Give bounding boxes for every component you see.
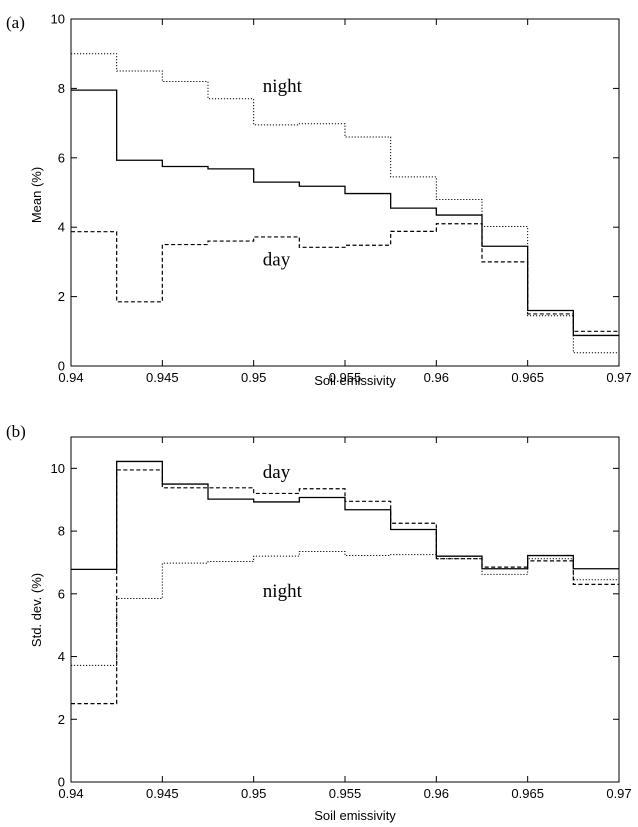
panel-a-x-tick-label: 0.96 <box>424 370 449 385</box>
panel-b-series-solid-line <box>71 460 619 570</box>
panel-b-series-dotted-line <box>71 550 619 666</box>
panel-a-annotation-night: night <box>263 76 303 97</box>
panel-a-annotation-day: day <box>263 249 291 270</box>
panel-b-x-tick-label: 0.945 <box>146 786 179 801</box>
panel-b-series-dashed-line <box>71 469 619 705</box>
panel-b-plot-frame <box>70 436 620 783</box>
panel-b-annotation-day: day <box>263 462 291 483</box>
panel-a-y-tick-label: 8 <box>58 81 65 96</box>
panel-a-x-tick-label: 0.97 <box>606 370 631 385</box>
panel-a-x-tick-label: 0.95 <box>241 370 266 385</box>
panel-b-label: (b) <box>6 422 26 441</box>
panel-a-series-dotted-line <box>71 53 619 354</box>
panel-a-y-tick-label: 4 <box>58 220 65 235</box>
panel-a-x-tick-label: 0.945 <box>146 370 179 385</box>
panel-a-xlabel: Soil emissivity <box>314 373 396 388</box>
panel-b-ylabel: Std. dev. (%) <box>29 573 44 647</box>
panel-a-plot-frame <box>70 18 620 367</box>
panel-b-x-tick-label: 0.97 <box>606 786 631 801</box>
panel-b-y-tick-label: 8 <box>58 524 65 539</box>
panel-b: (b) Std. dev. (%) Soil emissivity 0.94 0.… <box>6 422 632 823</box>
panel-a: (a) Mean (%) Soil emissivity 0.94 0.945 0.… <box>6 12 632 389</box>
panel-b-x-tick-label: 0.94 <box>58 786 83 801</box>
panel-b-x-tick-label: 0.955 <box>329 786 362 801</box>
panel-a-x-tick-label: 0.965 <box>511 370 544 385</box>
panel-a-label: (a) <box>6 13 25 32</box>
panel-b-y-tick-label: 4 <box>58 649 65 664</box>
panel-a-x-tick-label: 0.94 <box>58 370 83 385</box>
panel-b-y-tick-label: 10 <box>51 461 65 476</box>
panel-a-y-tick-label: 6 <box>58 150 65 165</box>
panel-a-y-tick-label: 10 <box>51 12 65 27</box>
panel-a-x-tick-label: 0.955 <box>329 370 362 385</box>
panel-a-y-tick-label: 0 <box>58 359 65 374</box>
panel-a-ylabel: Mean (%) <box>29 167 44 223</box>
panel-b-y-tick-label: 0 <box>58 775 65 790</box>
panel-b-x-tick-label: 0.96 <box>424 786 449 801</box>
panel-b-annotation-night: night <box>263 581 303 602</box>
panel-a-series-solid-line <box>71 89 619 337</box>
panel-b-y-tick-label: 6 <box>58 586 65 601</box>
panel-a-series-dashed-line <box>71 223 619 332</box>
panel-b-y-tick-label: 2 <box>58 712 65 727</box>
panel-b-x-tick-label: 0.95 <box>241 786 266 801</box>
panel-b-xlabel: Soil emissivity <box>314 808 396 823</box>
panel-a-y-tick-label: 2 <box>58 289 65 304</box>
panel-b-x-tick-label: 0.965 <box>511 786 544 801</box>
